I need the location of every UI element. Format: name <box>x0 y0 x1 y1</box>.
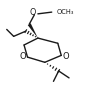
Text: O: O <box>19 52 26 61</box>
Text: O: O <box>30 8 36 17</box>
Text: O: O <box>63 52 69 61</box>
Text: OCH₃: OCH₃ <box>56 9 74 15</box>
Polygon shape <box>28 23 38 38</box>
